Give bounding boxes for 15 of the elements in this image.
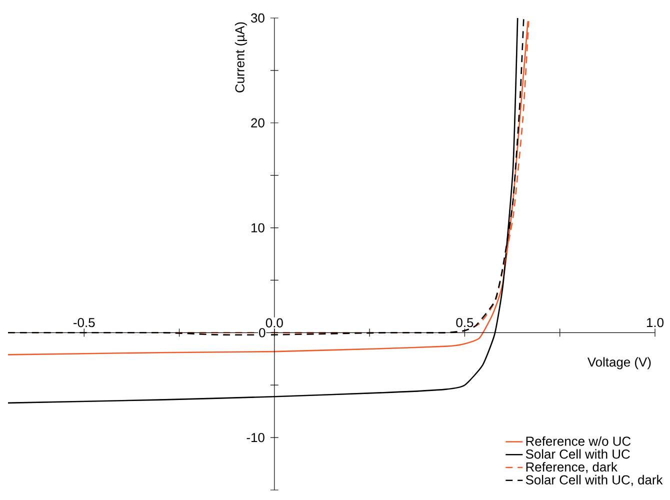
y-tick-label: 30 — [251, 13, 264, 23]
legend-label: Reference, dark — [526, 462, 618, 474]
x-tick-label: 1.0 — [646, 318, 664, 328]
y-tick-label: 0 — [259, 328, 266, 338]
x-tick-label: -0.5 — [74, 318, 95, 328]
x-axis-title: Voltage (V) — [587, 357, 651, 370]
legend-label: Solar Cell with UC, dark — [526, 474, 663, 486]
legend-label: Reference w/o UC — [526, 436, 631, 446]
x-tick-label: 0.5 — [456, 318, 474, 328]
y-tick-label: 20 — [251, 118, 264, 128]
x-tick-label: 0.0 — [266, 318, 283, 328]
y-axis-title: Current (µA) — [234, 22, 247, 92]
legend-label: Solar Cell with UC — [526, 449, 630, 459]
y-tick-label: -10 — [246, 432, 264, 442]
y-tick-label: 10 — [251, 223, 264, 232]
